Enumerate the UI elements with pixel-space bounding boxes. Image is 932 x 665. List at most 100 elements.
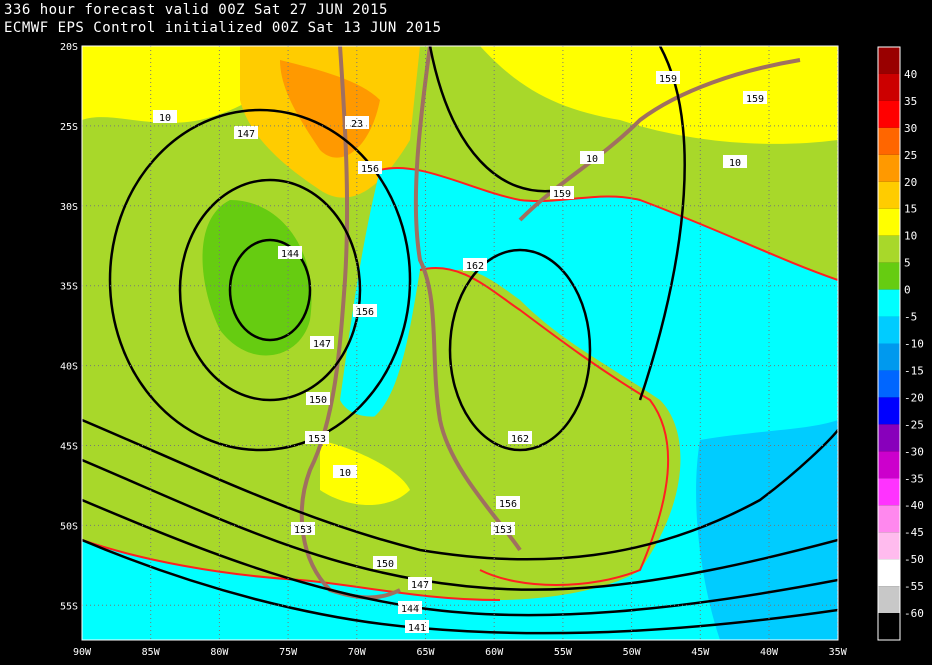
contour-label: 153 bbox=[294, 525, 312, 536]
temperature-field bbox=[82, 46, 838, 640]
contour-label: 153 bbox=[308, 434, 326, 445]
colorbar-label: -55 bbox=[904, 580, 924, 593]
colorbar-swatch bbox=[878, 289, 900, 317]
lon-label: 45W bbox=[691, 647, 710, 658]
contour-label-bg bbox=[234, 126, 258, 139]
colorbar-label: 40 bbox=[904, 68, 917, 81]
contour-label-bg bbox=[723, 155, 747, 168]
contour-label-bg bbox=[153, 110, 177, 123]
contour-label-bg bbox=[310, 336, 334, 349]
lon-label: 85W bbox=[142, 647, 161, 658]
contour-label-bg bbox=[463, 258, 487, 271]
contour-label-bg bbox=[291, 522, 315, 535]
contour-label-bg bbox=[398, 601, 422, 614]
contour-label: 144 bbox=[281, 249, 299, 260]
contour-label-bg bbox=[305, 431, 329, 444]
colorbar-label: 5 bbox=[904, 257, 911, 270]
colorbar-label: -10 bbox=[904, 338, 924, 351]
contour-label: 159 bbox=[746, 94, 764, 105]
colorbar-label: 0 bbox=[904, 284, 911, 297]
contour-label: 162 bbox=[466, 261, 484, 272]
colorbar-swatch bbox=[878, 208, 900, 236]
colorbar-swatch bbox=[878, 262, 900, 290]
forecast-valid-title: 336 hour forecast valid 00Z Sat 27 JUN 2… bbox=[4, 2, 388, 18]
lat-label: 45S bbox=[60, 442, 78, 453]
colorbar-label: 15 bbox=[904, 203, 917, 216]
contour-label: 147 bbox=[313, 339, 331, 350]
contour-label: 156 bbox=[356, 307, 374, 318]
lon-label: 90W bbox=[73, 647, 92, 658]
contour-label-bg bbox=[496, 496, 520, 509]
lat-label: 35S bbox=[60, 282, 78, 293]
lat-label: 20S bbox=[60, 42, 78, 53]
lon-label: 80W bbox=[210, 647, 229, 658]
contour-label: 153 bbox=[494, 525, 512, 536]
contour-label-bg bbox=[306, 392, 330, 405]
contour-label-bg bbox=[278, 246, 302, 259]
colorbar-label: -25 bbox=[904, 418, 924, 431]
colorbar-swatch bbox=[878, 47, 900, 74]
model-init-title: ECMWF EPS Control initialized 00Z Sat 13… bbox=[4, 20, 442, 36]
colorbar-label: -15 bbox=[904, 364, 924, 377]
contour-label: 150 bbox=[376, 559, 394, 570]
colorbar-swatch bbox=[878, 100, 900, 128]
contour-label: 10 bbox=[729, 158, 741, 169]
contour-label-bg bbox=[353, 304, 377, 317]
colorbar-swatch bbox=[878, 343, 900, 371]
contour-label: 141 bbox=[408, 623, 426, 634]
colorbar-swatch bbox=[878, 370, 900, 398]
contour-label: 147 bbox=[411, 580, 429, 591]
lon-label: 65W bbox=[416, 647, 435, 658]
lat-label: 30S bbox=[60, 202, 78, 213]
colorbar: 40 35 30 25 20 15 10 5 0 -5 -10 -15 -20 -25 -30 -35 -40 -… bbox=[877, 46, 924, 641]
colorbar-label: 10 bbox=[904, 230, 917, 243]
contour-label-bg bbox=[508, 431, 532, 444]
colorbar-label: -50 bbox=[904, 553, 924, 566]
colorbar-swatch bbox=[878, 559, 900, 587]
colorbar-swatch bbox=[878, 127, 900, 155]
lat-label: 55S bbox=[60, 601, 78, 612]
colorbar-swatch bbox=[878, 181, 900, 209]
lat-axis: 20S 25S 30S 35S 40S 45S 50S 55S bbox=[60, 42, 838, 612]
colorbar-swatch bbox=[878, 235, 900, 263]
contour-label: 159 bbox=[659, 74, 677, 85]
contour-label-bg bbox=[550, 186, 574, 199]
colorbar-label: -40 bbox=[904, 499, 924, 512]
colorbar-frame bbox=[877, 46, 901, 641]
colorbar-swatch bbox=[878, 154, 900, 182]
lat-label: 40S bbox=[60, 362, 78, 373]
colorbar-swatch bbox=[878, 424, 900, 452]
colorbar-swatch bbox=[878, 586, 900, 614]
contour-label: 23 bbox=[351, 119, 363, 130]
contour-label-bg bbox=[491, 522, 515, 535]
lon-label: 55W bbox=[554, 647, 573, 658]
colorbar-swatch bbox=[878, 613, 900, 640]
colorbar-label: -20 bbox=[904, 391, 924, 404]
colorbar-swatch bbox=[878, 478, 900, 506]
lon-label: 70W bbox=[348, 647, 367, 658]
colorbar-label: -30 bbox=[904, 445, 924, 458]
lat-label: 50S bbox=[60, 521, 78, 532]
lon-label: 40W bbox=[760, 647, 779, 658]
lon-label: 35W bbox=[829, 647, 848, 658]
contour-label-bg bbox=[373, 556, 397, 569]
colorbar-swatch bbox=[878, 73, 900, 101]
colorbar-swatch bbox=[878, 505, 900, 533]
colorbar-label: -60 bbox=[904, 607, 924, 620]
contour-label: 156 bbox=[361, 164, 379, 175]
contour-label: 150 bbox=[309, 395, 327, 406]
sea-level-boundary bbox=[82, 167, 838, 601]
colorbar-swatch bbox=[878, 397, 900, 425]
lon-label: 50W bbox=[623, 647, 642, 658]
colorbar-label: -35 bbox=[904, 472, 924, 485]
lat-label: 25S bbox=[60, 122, 78, 133]
contour-label: 159 bbox=[553, 189, 571, 200]
contour-label-bg bbox=[743, 91, 767, 104]
colorbar-label: 25 bbox=[904, 149, 917, 162]
contour-label: 10 bbox=[339, 468, 351, 479]
lon-label: 60W bbox=[485, 647, 504, 658]
contour-label-bg bbox=[333, 465, 357, 478]
contour-label: 147 bbox=[237, 129, 255, 140]
contour-label-bg bbox=[656, 71, 680, 84]
